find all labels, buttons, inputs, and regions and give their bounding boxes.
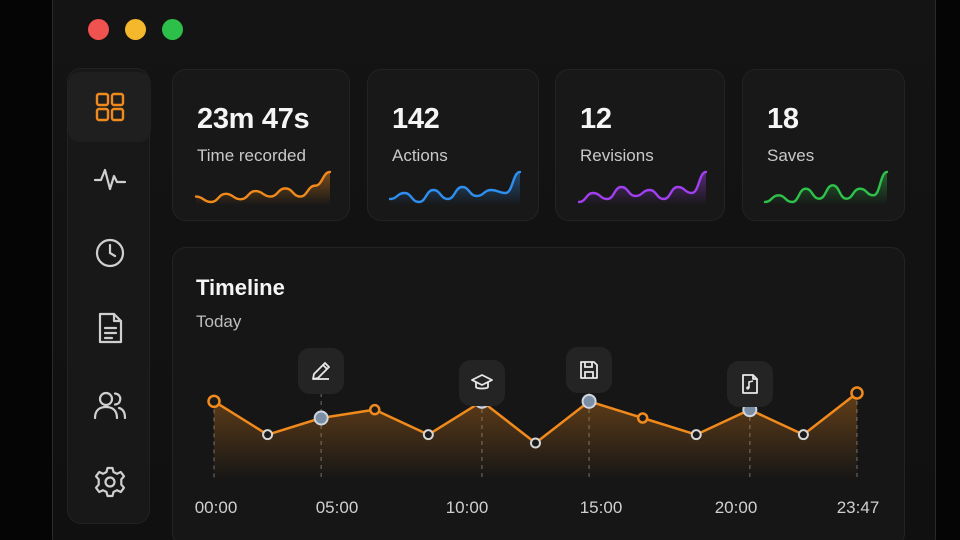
activity-icon: [93, 168, 126, 191]
sidebar-item-dashboard[interactable]: [68, 72, 151, 142]
stat-label: Revisions: [580, 146, 654, 165]
timeline-point[interactable]: [422, 429, 434, 441]
pencil-icon: [312, 362, 331, 380]
clock-icon: [95, 238, 124, 268]
grid-icon: [95, 92, 124, 122]
timeline-panel: Timeline Today 00:00 05:00 10:00 15:00 20:00…: [172, 247, 905, 540]
timeline-event-point[interactable]: [581, 393, 597, 409]
timeline-point[interactable]: [850, 386, 864, 400]
timeline-event-point[interactable]: [313, 410, 329, 426]
stat-value: 18: [767, 103, 799, 135]
stat-value: 23m 47s: [197, 103, 310, 135]
axis-tick-label: 00:00: [194, 498, 238, 517]
stat-value: 142: [392, 103, 440, 135]
stat-card-revisions: 12 Revisions: [555, 69, 725, 221]
axis-tick-label: 23:47: [836, 498, 880, 517]
axis-tick-label: 20:00: [714, 498, 758, 517]
users-icon: [93, 391, 126, 420]
stat-label: Time recorded: [197, 146, 306, 165]
stat-card-saves: 18 Saves: [742, 69, 905, 221]
sidebar-item-settings[interactable]: [68, 447, 151, 517]
graduation-cap-icon: [471, 374, 493, 390]
sidebar-item-activity[interactable]: [68, 144, 151, 214]
timeline-event-bubble[interactable]: [298, 348, 345, 394]
stat-card-time: 23m 47s Time recorded: [172, 69, 350, 221]
stat-label: Actions: [392, 146, 448, 165]
stat-value: 12: [580, 103, 612, 135]
timeline-event-bubble[interactable]: [726, 361, 773, 407]
timeline-subtitle: Today: [196, 312, 242, 331]
save-icon: [580, 361, 598, 379]
sidebar: [67, 68, 151, 524]
minimize-window-button[interactable]: [125, 19, 146, 40]
sidebar-item-users[interactable]: [68, 370, 151, 440]
close-window-button[interactable]: [88, 19, 109, 40]
timeline-event-bubble[interactable]: [566, 347, 613, 393]
maximize-window-button[interactable]: [162, 19, 183, 40]
gear-icon: [94, 466, 125, 498]
axis-tick-label: 10:00: [445, 498, 489, 517]
timeline-title: Timeline: [196, 275, 285, 300]
timeline-point[interactable]: [262, 429, 274, 441]
timeline-point[interactable]: [207, 394, 221, 409]
stat-card-actions: 142 Actions: [367, 69, 539, 221]
document-icon: [98, 312, 122, 344]
timeline-point[interactable]: [369, 403, 381, 416]
timeline-point[interactable]: [690, 429, 702, 441]
timeline-point[interactable]: [636, 412, 649, 424]
stat-label: Saves: [767, 146, 815, 165]
timeline-event-bubble[interactable]: [458, 360, 505, 406]
timeline-point[interactable]: [797, 429, 809, 441]
axis-tick-label: 15:00: [579, 498, 623, 517]
axis-tick-label: 05:00: [315, 498, 359, 517]
sidebar-item-documents[interactable]: [68, 293, 151, 363]
sidebar-item-history[interactable]: [68, 218, 151, 288]
file-audio-icon: [741, 374, 758, 394]
timeline-chart: [207, 386, 864, 480]
window-controls: [88, 19, 183, 40]
timeline-point[interactable]: [530, 437, 541, 449]
